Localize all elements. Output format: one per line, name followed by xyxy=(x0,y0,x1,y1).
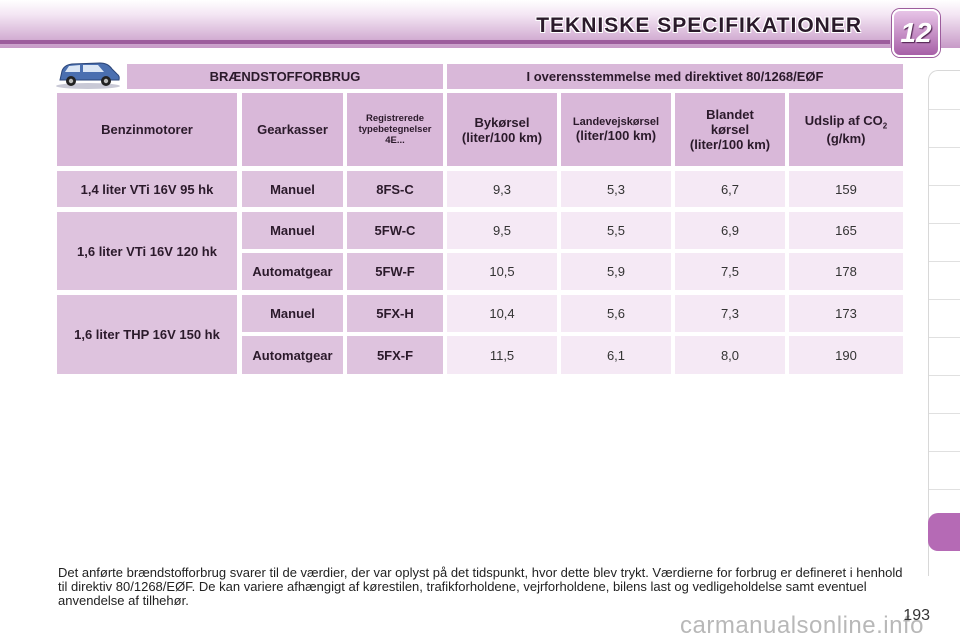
city-value: 9,3 xyxy=(447,171,557,207)
header-city-line: Bykørsel xyxy=(474,114,530,130)
type-cell: 5FX-F xyxy=(347,336,443,374)
footnote: Det anførte brændstofforbrug svarer til … xyxy=(58,565,903,608)
header-registered-type: Registrerede typebetegnelser 4E... xyxy=(347,93,443,166)
header-rule xyxy=(0,40,890,44)
header-co2-line: Udslip af CO2 xyxy=(805,113,887,131)
mixed-value: 7,3 xyxy=(675,295,785,332)
header-registered-line: Registrerede xyxy=(365,113,425,124)
chapter-tab-active[interactable] xyxy=(928,513,960,551)
header-co2-text: Udslip af CO xyxy=(804,113,883,129)
city-value: 10,5 xyxy=(447,253,557,290)
city-value: 10,4 xyxy=(447,295,557,332)
header-mixed-line: (liter/100 km) xyxy=(689,137,771,152)
header-highway-line: Landevejskørsel xyxy=(572,116,660,128)
co2-value: 190 xyxy=(789,336,903,374)
header-engine: Benzinmotorer xyxy=(57,93,237,166)
mixed-value: 6,7 xyxy=(675,171,785,207)
page-header xyxy=(0,0,960,48)
chapter-tabs xyxy=(928,70,960,576)
header-registered-line: typebetegnelser xyxy=(358,124,432,135)
engine-label: 1,4 liter VTi 16V 95 hk xyxy=(57,171,237,207)
city-value: 11,5 xyxy=(447,336,557,374)
chapter-tab[interactable] xyxy=(929,261,960,300)
page-number: 193 xyxy=(903,607,930,624)
header-city: Bykørsel (liter/100 km) xyxy=(447,93,557,166)
co2-value: 159 xyxy=(789,171,903,207)
header-co2-subscript: 2 xyxy=(882,121,888,131)
chapter-tab[interactable] xyxy=(929,223,960,262)
banner-consumption: BRÆNDSTOFFORBRUG xyxy=(127,64,443,89)
header-mixed-line: Blandet xyxy=(706,107,754,122)
gearbox-cell: Manuel xyxy=(242,295,343,332)
type-cell: 5FW-C xyxy=(347,212,443,249)
mixed-value: 8,0 xyxy=(675,336,785,374)
header-highway-line: (liter/100 km) xyxy=(575,128,657,143)
co2-value: 178 xyxy=(789,253,903,290)
co2-value: 173 xyxy=(789,295,903,332)
header-co2-line: (g/km) xyxy=(826,130,866,146)
header-co2: Udslip af CO2 (g/km) xyxy=(789,93,903,166)
car-icon xyxy=(56,62,120,89)
city-value: 9,5 xyxy=(447,212,557,249)
chapter-tab[interactable] xyxy=(929,413,960,452)
header-mixed: Blandet kørsel (liter/100 km) xyxy=(675,93,785,166)
header-mixed-line: kørsel xyxy=(710,122,750,137)
highway-value: 5,5 xyxy=(561,212,671,249)
co2-value: 165 xyxy=(789,212,903,249)
gearbox-cell: Automatgear xyxy=(242,253,343,290)
gearbox-cell: Manuel xyxy=(242,212,343,249)
header-highway: Landevejskørsel (liter/100 km) xyxy=(561,93,671,166)
watermark: carmanualsonline.info xyxy=(680,612,924,639)
gearbox-cell: Manuel xyxy=(242,171,343,207)
gearbox-cell: Automatgear xyxy=(242,336,343,374)
type-cell: 5FW-F xyxy=(347,253,443,290)
chapter-tab[interactable] xyxy=(929,147,960,186)
chapter-badge: 12 xyxy=(892,9,940,57)
header-city-line: (liter/100 km) xyxy=(461,129,543,145)
chapter-tab[interactable] xyxy=(929,299,960,338)
highway-value: 5,9 xyxy=(561,253,671,290)
mixed-value: 6,9 xyxy=(675,212,785,249)
header-gearbox: Gearkasser xyxy=(242,93,343,166)
header-registered-line: 4E... xyxy=(385,135,405,146)
highway-value: 5,6 xyxy=(561,295,671,332)
type-cell: 5FX-H xyxy=(347,295,443,332)
engine-label: 1,6 liter THP 16V 150 hk xyxy=(57,295,237,374)
type-cell: 8FS-C xyxy=(347,171,443,207)
banner-directive: I overensstemmelse med direktivet 80/126… xyxy=(447,64,903,89)
chapter-tab[interactable] xyxy=(929,109,960,148)
highway-value: 5,3 xyxy=(561,171,671,207)
chapter-tab[interactable] xyxy=(929,71,960,110)
chapter-tab[interactable] xyxy=(929,185,960,224)
highway-value: 6,1 xyxy=(561,336,671,374)
page-title: TEKNISKE SPECIFIKATIONER xyxy=(536,14,862,37)
chapter-tab[interactable] xyxy=(929,337,960,376)
engine-label: 1,6 liter VTi 16V 120 hk xyxy=(57,212,237,290)
chapter-tab[interactable] xyxy=(929,375,960,414)
chapter-tab[interactable] xyxy=(929,451,960,490)
mixed-value: 7,5 xyxy=(675,253,785,290)
